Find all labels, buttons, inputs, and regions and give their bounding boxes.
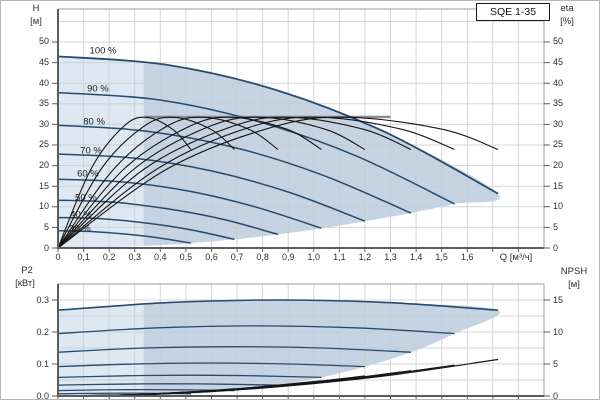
speed-curve-50 xyxy=(57,199,279,236)
q-tick-label: 0,2 xyxy=(102,252,116,262)
h-tick-label: 20 xyxy=(38,160,49,171)
power-curve-P280 xyxy=(57,346,412,353)
q-tick-label: 1,3 xyxy=(384,252,397,262)
q-tick-label: 1,4 xyxy=(409,252,423,262)
p2-axis-unit: [кВт] xyxy=(15,278,35,289)
q-tick-label: 0,9 xyxy=(281,252,295,262)
speed-curve-100 xyxy=(57,55,499,195)
speed-label-90: 90 % xyxy=(87,83,109,95)
h-tick-label: 5 xyxy=(43,221,49,232)
h-tick-label: 10 xyxy=(38,201,49,212)
h-tick-label: 25 xyxy=(38,139,49,150)
q-tick-label: 0,7 xyxy=(230,252,244,262)
eta-axis-title: eta xyxy=(560,3,574,14)
eta-tick-label: 5 xyxy=(553,221,559,232)
q-tick-label: 0,8 xyxy=(256,252,269,262)
hq-axes xyxy=(57,9,544,249)
pump-type-label: SQE 1-35 xyxy=(489,6,537,18)
q-tick-label: 1,2 xyxy=(358,252,372,262)
speed-label-80: 80 % xyxy=(83,116,105,128)
p2-tick-label: 0.1 xyxy=(36,358,49,369)
h-axis-unit: [м] xyxy=(30,16,42,27)
eta-tick-label: 0 xyxy=(553,242,559,253)
hq-chart xyxy=(52,8,550,252)
q-tick-label: 0 xyxy=(55,252,61,262)
p2-tick-label: 0.3 xyxy=(36,294,49,305)
hq-gridlines xyxy=(58,9,544,248)
npsh-tick-label: 5 xyxy=(553,358,559,369)
eta-curve-eta90 xyxy=(57,116,455,249)
speed-label-40: 40 % xyxy=(70,209,92,221)
eta-curve-eta60 xyxy=(57,116,322,249)
eta-tick-label: 20 xyxy=(553,160,564,171)
eta-tick-label: 35 xyxy=(553,98,564,109)
eta-tick-label: 10 xyxy=(553,201,564,212)
q-axis-title: Q [м³/ч] xyxy=(499,252,533,263)
recommended-range-fill xyxy=(143,62,500,246)
power-curve-P250 xyxy=(57,383,279,386)
p2-tick-marks xyxy=(52,299,550,399)
h-tick-label: 50 xyxy=(38,36,49,47)
speed-label-60: 60 % xyxy=(77,168,99,180)
eta-curve-eta50 xyxy=(57,116,279,249)
q-tick-label: 1,6 xyxy=(460,252,474,262)
npsh-tick-label: 0 xyxy=(553,390,559,400)
power-curve-P290 xyxy=(57,325,455,335)
p2-tick-label: 0.0 xyxy=(36,390,49,400)
npsh-tick-label: 15 xyxy=(553,294,564,305)
eta-axis-unit: [%] xyxy=(560,16,574,27)
power-curve-P240 xyxy=(57,388,235,392)
eta-tick-label: 30 xyxy=(553,118,564,129)
q-tick-label: 1,0 xyxy=(307,252,321,262)
speed-curve-40 xyxy=(57,216,235,241)
eta-tick-label: 50 xyxy=(553,36,564,47)
speed-label-70: 70 % xyxy=(80,145,102,157)
npsh-axis-title: NPSH xyxy=(560,266,588,277)
pump-type-title-box: SQE 1-35 xyxy=(476,3,550,21)
p2-npsh-chart xyxy=(52,283,550,399)
speed-curve-80 xyxy=(57,124,412,214)
speed-label-100: 100 % xyxy=(89,45,117,57)
q-tick-label: 0,6 xyxy=(205,252,218,262)
eta-tick-label: 25 xyxy=(553,139,564,150)
power-curve-P260 xyxy=(57,374,322,379)
speed-curve-90 xyxy=(57,91,455,205)
speed-curve-60 xyxy=(57,178,322,229)
npsh-tick-label: 10 xyxy=(553,326,564,337)
eta-curve-eta40 xyxy=(57,116,235,249)
h-axis-title: H xyxy=(32,3,40,14)
q-tick-label: 0,1 xyxy=(77,252,90,262)
eta-curve-eta70 xyxy=(57,116,366,249)
power-curve-P270 xyxy=(57,362,365,368)
p2-tick-label: 0.2 xyxy=(36,326,49,337)
h-tick-label: 30 xyxy=(38,118,49,129)
hq-tick-marks xyxy=(52,41,550,252)
eta-curve-eta30 xyxy=(57,116,192,249)
eta-tick-label: 15 xyxy=(553,180,564,191)
speed-label-50: 50 % xyxy=(75,192,97,204)
h-tick-label: 45 xyxy=(38,57,49,68)
p2-gridlines xyxy=(58,284,544,396)
power-curve-P2100 xyxy=(57,299,499,311)
q-tick-label: 0,4 xyxy=(154,252,167,262)
q-tick-label: 1,5 xyxy=(435,252,448,262)
eta-curve-eta80 xyxy=(57,116,412,249)
h-tick-label: 35 xyxy=(38,98,49,109)
h-tick-label: 40 xyxy=(38,77,49,88)
npsh-axis-unit: [м] xyxy=(568,279,580,290)
q-tick-label: 1,1 xyxy=(333,252,346,262)
h-tick-label: 0 xyxy=(43,242,49,253)
eta-tick-label: 45 xyxy=(553,57,564,68)
q-tick-label: 0,3 xyxy=(128,252,141,262)
h-tick-label: 15 xyxy=(38,180,49,191)
q-tick-label: 0,5 xyxy=(179,252,193,262)
p2-axis-title: P2 xyxy=(21,265,33,276)
p2-axes xyxy=(57,284,544,397)
eta-tick-label: 40 xyxy=(553,77,564,88)
speed-label-30: 30 % xyxy=(69,223,91,235)
